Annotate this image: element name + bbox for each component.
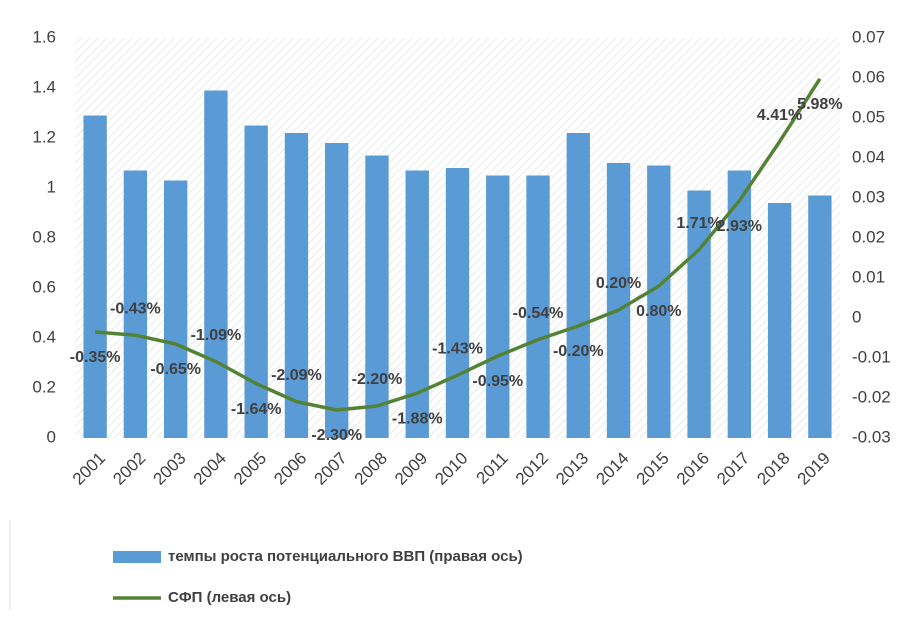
bar [727, 170, 752, 438]
bar [647, 165, 671, 438]
y2-tick-label: -0.02 [852, 387, 891, 406]
y2-tick-label: 0.07 [852, 27, 885, 46]
data-label: -1.43% [432, 340, 483, 357]
bar [526, 175, 550, 438]
bar [83, 115, 107, 438]
y2-tick-label: 0.04 [852, 147, 885, 166]
data-label: -2.30% [311, 427, 362, 444]
x-tick-label: 2012 [512, 449, 552, 489]
x-tick-label: 2003 [149, 449, 189, 489]
x-tick-label: 2015 [633, 449, 673, 489]
y-tick-label: 1.4 [32, 77, 56, 96]
y2-tick-label: -0.03 [852, 427, 891, 446]
data-label: -0.95% [472, 373, 523, 390]
data-label: -2.20% [352, 371, 403, 388]
bar [566, 133, 590, 438]
bar [405, 170, 429, 438]
x-tick-label: 2019 [794, 449, 834, 489]
x-tick-label: 2006 [270, 449, 310, 489]
data-label: -0.43% [110, 300, 161, 317]
x-tick-label: 2002 [109, 449, 149, 489]
y2-tick-label: 0.05 [852, 107, 885, 126]
x-tick-label: 2014 [592, 449, 632, 489]
y2-tick-label: -0.01 [852, 347, 891, 366]
y-tick-label: 0.2 [32, 377, 56, 396]
x-tick-label: 2018 [753, 449, 793, 489]
y2-tick-label: 0.03 [852, 187, 885, 206]
data-label: -0.20% [553, 343, 604, 360]
data-label: 4.41% [757, 107, 802, 124]
x-tick-label: 2009 [391, 449, 431, 489]
y-tick-label: 1.6 [32, 27, 56, 46]
bar [486, 175, 510, 438]
bar [687, 190, 711, 438]
y-tick-label: 1.2 [32, 127, 56, 146]
y2-tick-label: 0.01 [852, 267, 885, 286]
data-label: -1.64% [231, 401, 282, 418]
x-tick-label: 2017 [713, 449, 753, 489]
bar [123, 170, 148, 438]
legend-label: темпы роста потенциального ВВП (правая о… [168, 548, 523, 565]
data-label: 2.93% [717, 218, 762, 235]
y2-tick-label: 0.06 [852, 67, 885, 86]
y-tick-label: 1 [47, 177, 56, 196]
x-tick-label: 2007 [311, 449, 351, 489]
x-tick-label: 2013 [552, 449, 592, 489]
data-label: 1.71% [676, 215, 721, 232]
y-tick-label: 0.8 [32, 227, 56, 246]
y-tick-label: 0 [47, 427, 56, 446]
x-tick-label: 2011 [472, 449, 511, 488]
data-label: -0.65% [150, 361, 201, 378]
bar [606, 163, 631, 438]
bar [284, 133, 309, 438]
data-label: -2.09% [271, 367, 322, 384]
data-label: 5.98% [797, 96, 842, 113]
bar [445, 168, 470, 438]
bar [325, 143, 349, 438]
x-tick-label: 2010 [431, 449, 471, 489]
x-tick-label: 2008 [351, 449, 391, 489]
data-label: -0.35% [70, 349, 121, 366]
x-tick-label: 2004 [190, 449, 230, 489]
data-label: 0.20% [596, 275, 641, 292]
bar [808, 195, 832, 438]
x-tick-label: 2001 [69, 449, 109, 489]
bar [204, 90, 228, 438]
bar [244, 125, 268, 438]
bar [163, 180, 188, 438]
y-tick-label: 0.4 [32, 327, 56, 346]
x-tick-label: 2005 [230, 449, 270, 489]
line [94, 77, 822, 412]
x-tick-label: 2016 [673, 449, 713, 489]
data-label: -0.54% [513, 305, 564, 322]
legend-swatch [113, 551, 161, 563]
y2-tick-label: 0 [852, 307, 861, 326]
data-label: -1.09% [191, 327, 242, 344]
bar [365, 155, 389, 438]
legend-label: СФП (левая ось) [168, 589, 291, 606]
y2-tick-label: 0.02 [852, 227, 885, 246]
data-label: 0.80% [636, 303, 681, 320]
data-label: -1.88% [392, 410, 443, 427]
bar [767, 203, 792, 438]
y-tick-label: 0.6 [32, 277, 56, 296]
